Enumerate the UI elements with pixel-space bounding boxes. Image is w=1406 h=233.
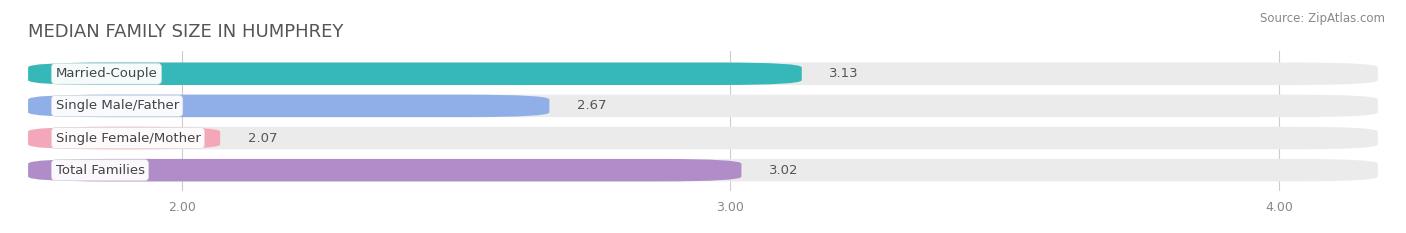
FancyBboxPatch shape <box>28 159 741 182</box>
FancyBboxPatch shape <box>28 159 1378 182</box>
Text: MEDIAN FAMILY SIZE IN HUMPHREY: MEDIAN FAMILY SIZE IN HUMPHREY <box>28 23 343 41</box>
FancyBboxPatch shape <box>28 62 801 85</box>
Text: 3.02: 3.02 <box>769 164 799 177</box>
Text: Single Male/Father: Single Male/Father <box>56 99 179 112</box>
Text: Total Families: Total Families <box>56 164 145 177</box>
Text: Married-Couple: Married-Couple <box>56 67 157 80</box>
FancyBboxPatch shape <box>28 127 1378 149</box>
FancyBboxPatch shape <box>28 62 1378 85</box>
Text: 3.13: 3.13 <box>830 67 859 80</box>
Text: Single Female/Mother: Single Female/Mother <box>56 132 201 144</box>
FancyBboxPatch shape <box>28 95 550 117</box>
FancyBboxPatch shape <box>28 95 1378 117</box>
FancyBboxPatch shape <box>28 127 221 149</box>
Text: Source: ZipAtlas.com: Source: ZipAtlas.com <box>1260 12 1385 25</box>
Text: 2.67: 2.67 <box>576 99 606 112</box>
Text: 2.07: 2.07 <box>247 132 277 144</box>
